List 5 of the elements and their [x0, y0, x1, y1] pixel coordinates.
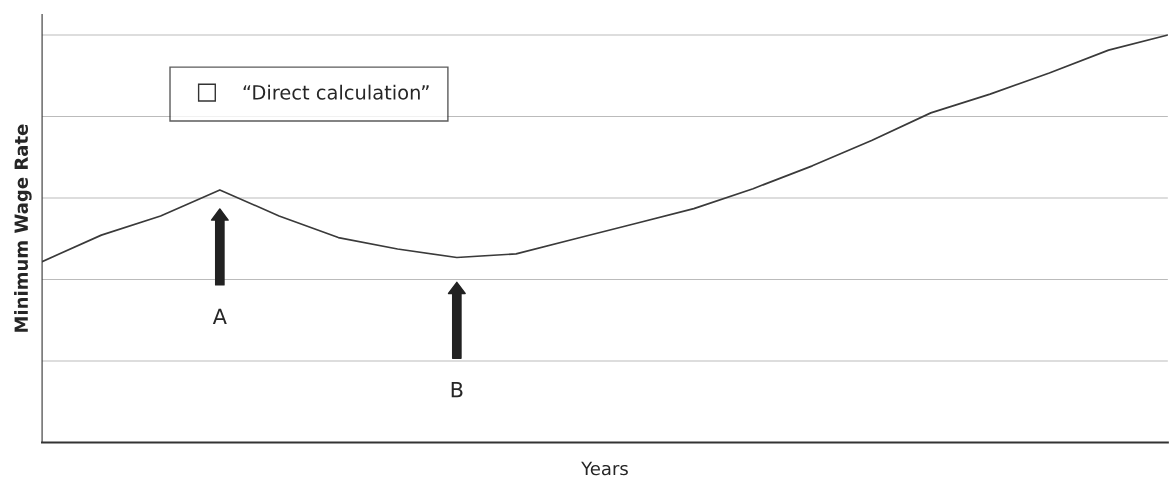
y-axis-title: Minimum Wage Rate	[14, 124, 32, 332]
annotation: A	[212, 308, 227, 324]
annotation: B	[451, 382, 463, 398]
x-axis-title: Years	[581, 461, 628, 476]
legend-label: “Direct calculation”	[243, 84, 429, 100]
